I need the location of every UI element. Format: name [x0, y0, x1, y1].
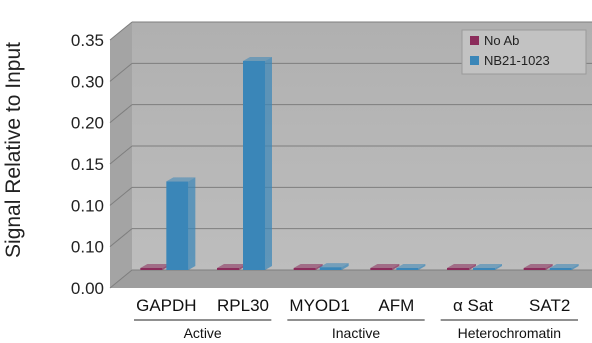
- x-tick-label: GAPDH: [136, 296, 196, 315]
- bar-nb21-1023-top: [166, 177, 196, 182]
- y-tick-label: 0.00: [71, 279, 104, 298]
- bar-nb21-1023-front: [549, 268, 572, 270]
- bar-no-ab-front: [293, 268, 316, 270]
- bar-nb21-1023-top: [473, 264, 502, 268]
- y-tick-label: 0.30: [71, 72, 104, 91]
- bar-no-ab-front: [217, 268, 239, 270]
- y-tick-label: 0.15: [71, 155, 104, 174]
- group-label: Active: [184, 325, 222, 341]
- y-tick-label: 0.35: [71, 31, 104, 50]
- bar-nb21-1023: [166, 177, 196, 270]
- x-tick-label: MYOD1: [289, 296, 349, 315]
- bar-nb21-1023-side: [188, 177, 196, 270]
- bar-nb21-1023-side: [571, 264, 579, 270]
- bar-nb21-1023-top: [243, 56, 272, 61]
- bar-nb21-1023-front: [166, 181, 189, 270]
- bar-nb21-1023: [319, 263, 349, 270]
- floor: [110, 270, 592, 288]
- gridline-side: [109, 228, 133, 248]
- legend-box: [461, 29, 587, 75]
- bar-nb21-1023-front: [319, 267, 342, 270]
- bar-nb21-1023-top: [549, 264, 579, 268]
- y-tick-label: 0.10: [71, 196, 104, 215]
- bar-no-ab-side: [315, 264, 323, 270]
- bar-nb21-1023-front: [243, 60, 265, 270]
- bar-no-ab: [523, 264, 553, 270]
- bar-no-ab-top: [523, 264, 553, 268]
- bar-no-ab-front: [370, 268, 393, 270]
- gridline-side: [109, 62, 133, 82]
- gridline-side: [109, 186, 133, 206]
- bar-nb21-1023-top: [319, 263, 349, 268]
- bar-no-ab-front: [447, 268, 469, 270]
- bar-no-ab-top: [293, 264, 323, 268]
- legend-swatch: [470, 56, 479, 65]
- bar-nb21-1023: [473, 264, 502, 270]
- group-label: Heterochromatin: [458, 325, 562, 341]
- y-tick-label: 0.20: [71, 114, 104, 133]
- bar-nb21-1023-front: [473, 268, 495, 270]
- bar-nb21-1023-side: [418, 264, 426, 270]
- gridline-side: [109, 269, 133, 289]
- bar-nb21-1023-top: [396, 264, 426, 268]
- x-tick-label: α Sat: [453, 296, 493, 315]
- legend-label: No Ab: [484, 33, 519, 48]
- x-tick-label: RPL30: [217, 296, 269, 315]
- bar-nb21-1023-side: [265, 56, 272, 270]
- gridline-side: [109, 145, 133, 165]
- x-tick-label: SAT2: [529, 296, 570, 315]
- bar-nb21-1023: [243, 56, 272, 270]
- bar-nb21-1023: [396, 264, 426, 270]
- bar-nb21-1023: [549, 264, 579, 270]
- y-tick-label: 0.10: [71, 238, 104, 257]
- legend-label: NB21-1023: [484, 53, 550, 68]
- y-axis-label: Signal Relative to Input: [2, 42, 25, 258]
- bar-no-ab: [447, 264, 476, 270]
- bar-no-ab-side: [392, 264, 400, 270]
- x-tick-label: AFM: [378, 296, 414, 315]
- bar-no-ab: [293, 264, 323, 270]
- bar-no-ab-front: [140, 268, 163, 270]
- legend-swatch: [470, 36, 479, 45]
- bar-no-ab-top: [370, 264, 400, 268]
- gridline-side: [109, 104, 133, 124]
- group-label: Inactive: [332, 325, 380, 341]
- bar-nb21-1023-front: [396, 268, 419, 270]
- bar-nb21-1023-side: [341, 263, 349, 270]
- bar-no-ab-front: [523, 268, 546, 270]
- bar-no-ab-side: [545, 264, 553, 270]
- bar-no-ab-top: [140, 264, 170, 268]
- bar-no-ab-top: [447, 264, 476, 268]
- bar-no-ab-top: [217, 264, 246, 268]
- gridline-side: [109, 21, 133, 41]
- bar-nb21-1023-side: [495, 264, 502, 270]
- bar-no-ab: [370, 264, 400, 270]
- bar-no-ab-side: [469, 264, 476, 270]
